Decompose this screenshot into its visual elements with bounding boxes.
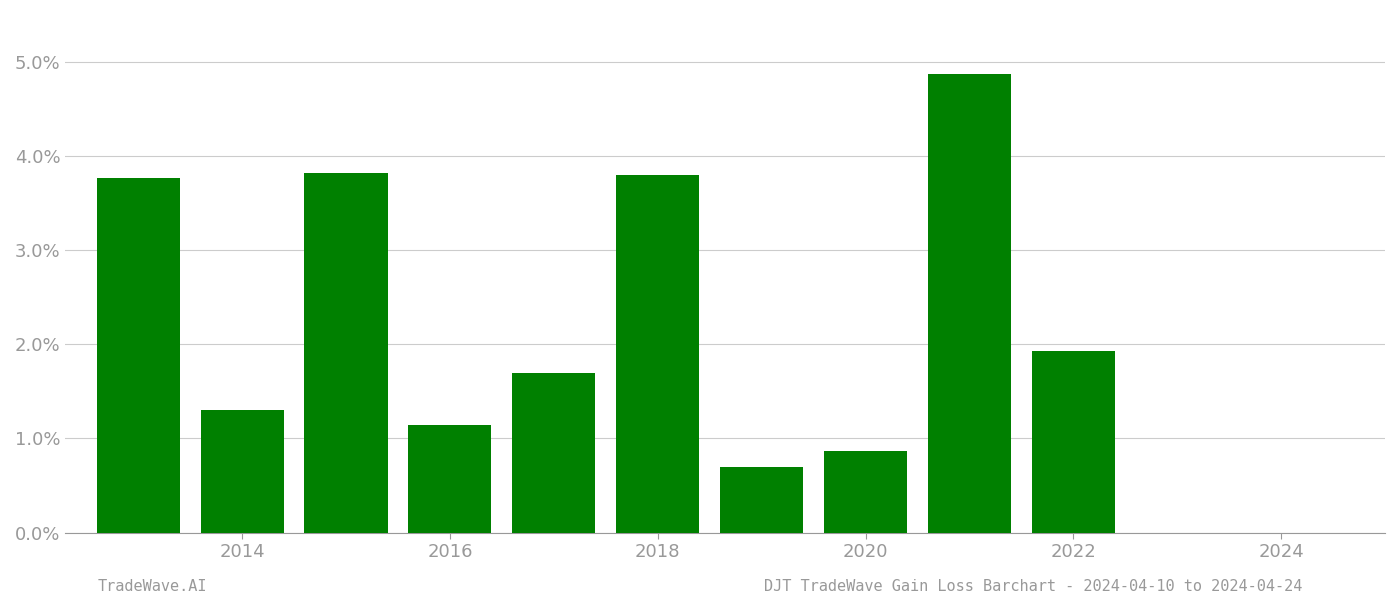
Bar [825, 451, 907, 533]
Bar [1032, 351, 1114, 533]
Bar [512, 373, 595, 533]
Bar [928, 74, 1011, 533]
Text: TradeWave.AI: TradeWave.AI [98, 579, 207, 594]
Bar [409, 425, 491, 533]
Text: DJT TradeWave Gain Loss Barchart - 2024-04-10 to 2024-04-24: DJT TradeWave Gain Loss Barchart - 2024-… [763, 579, 1302, 594]
Bar [200, 410, 284, 533]
Bar [720, 467, 804, 533]
Bar [304, 173, 388, 533]
Bar [97, 178, 179, 533]
Bar [616, 175, 699, 533]
